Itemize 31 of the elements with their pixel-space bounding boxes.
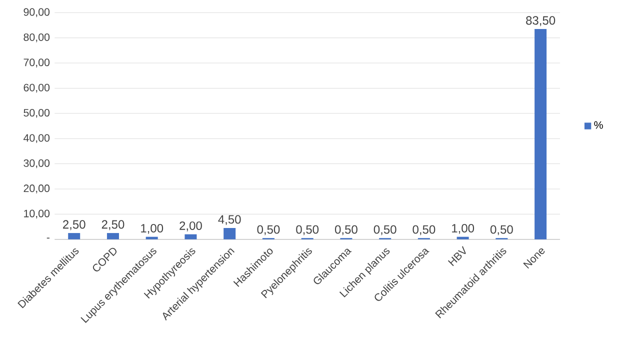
data-label: 1,00 [141, 224, 164, 234]
data-label: 1,00 [452, 224, 474, 234]
data-label: 0,50 [257, 225, 280, 236]
y-tick-label: - [46, 238, 50, 239]
data-label: 0,50 [490, 225, 513, 236]
data-label: 2,50 [102, 220, 124, 230]
data-label: 2,00 [180, 221, 202, 232]
y-tick-label: 20,00 [24, 184, 50, 194]
y-tick-label: 10,00 [24, 210, 50, 219]
y-tick-label: 30,00 [24, 159, 50, 168]
bar [456, 236, 469, 240]
bar [68, 233, 80, 240]
y-tick-label: 90,00 [24, 8, 50, 18]
bar [146, 236, 158, 240]
data-label: 2,50 [63, 220, 86, 230]
y-tick-label: 60,00 [24, 84, 50, 93]
data-label: 83,50 [526, 16, 556, 26]
legend-label: % [594, 121, 603, 129]
bar [534, 29, 547, 240]
bar [224, 228, 236, 240]
bar [106, 233, 119, 240]
y-tick-label: 50,00 [24, 109, 50, 118]
data-label: 0,50 [334, 225, 358, 236]
y-tick-label: 70,00 [24, 58, 50, 68]
data-label: 0,50 [374, 225, 396, 236]
data-label: 0,50 [412, 225, 436, 236]
data-label: 4,50 [218, 215, 241, 226]
data-label: 0,50 [296, 225, 319, 236]
bar [184, 234, 197, 240]
y-tick-label: 80,00 [24, 33, 50, 42]
y-tick-label: 40,00 [24, 134, 50, 143]
